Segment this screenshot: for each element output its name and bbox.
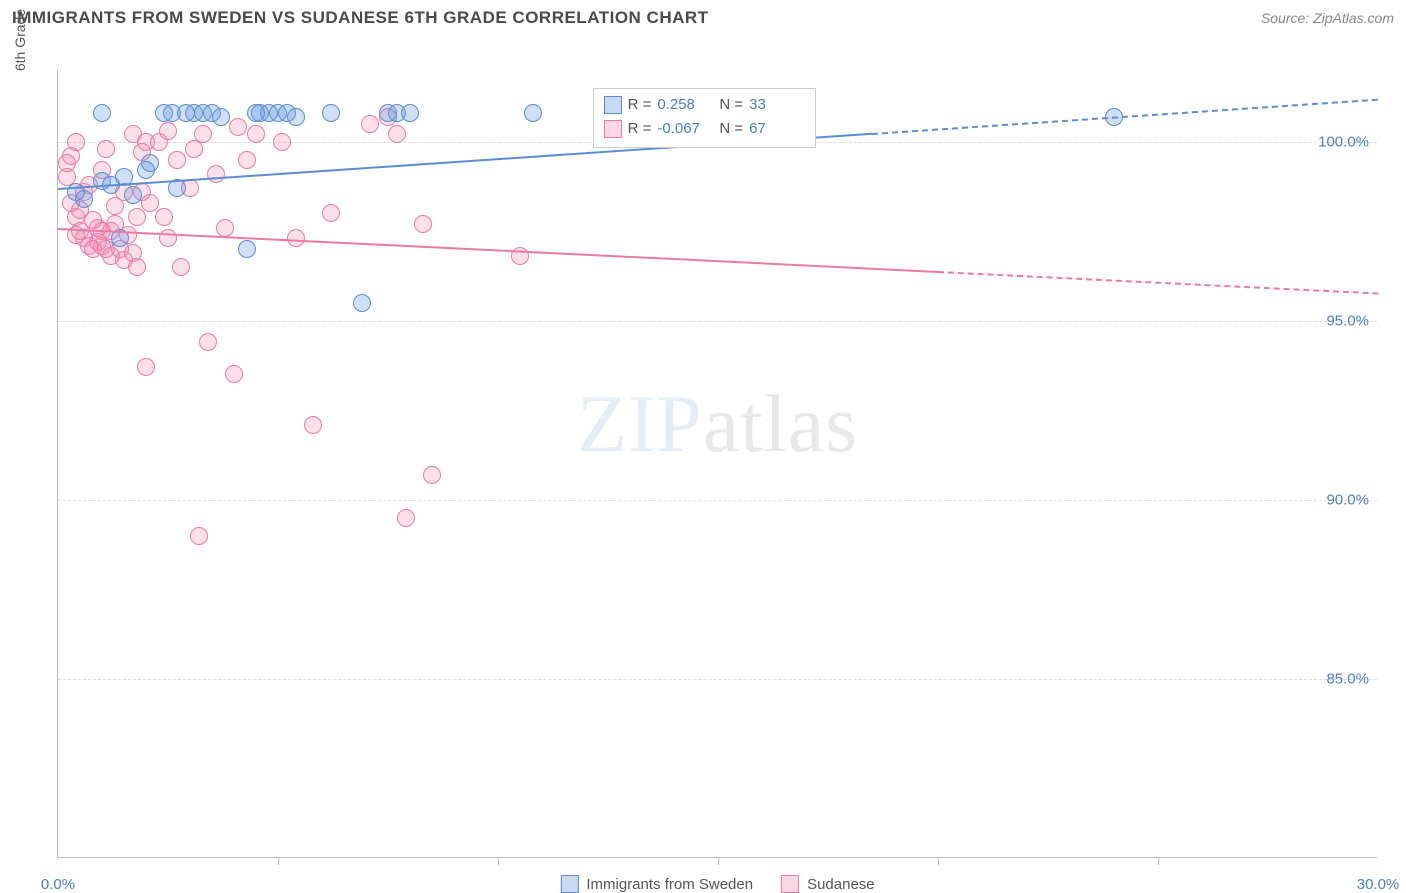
gridline-h bbox=[58, 679, 1377, 680]
data-point bbox=[524, 104, 542, 122]
x-minor-tick bbox=[1158, 857, 1159, 865]
data-point bbox=[207, 165, 225, 183]
legend-label-sweden: Immigrants from Sweden bbox=[586, 876, 753, 893]
r-label: R = bbox=[628, 117, 652, 141]
data-point bbox=[141, 154, 159, 172]
y-tick-label: 85.0% bbox=[1326, 670, 1369, 687]
y-tick-label: 90.0% bbox=[1326, 491, 1369, 508]
watermark: ZIPatlas bbox=[577, 377, 858, 471]
watermark-thin: atlas bbox=[703, 378, 858, 469]
gridline-h bbox=[58, 321, 1377, 322]
swatch-pink-icon bbox=[781, 875, 799, 893]
data-point bbox=[225, 365, 243, 383]
x-tick-label: 30.0% bbox=[1357, 876, 1400, 893]
bottom-legend: Immigrants from Sweden Sudanese bbox=[560, 875, 874, 893]
stats-row: R = -0.067 N = 67 bbox=[604, 117, 806, 141]
data-point bbox=[247, 125, 265, 143]
data-point bbox=[141, 194, 159, 212]
swatch-icon bbox=[604, 96, 622, 114]
n-value: 67 bbox=[749, 117, 805, 141]
r-value: -0.067 bbox=[657, 117, 713, 141]
x-minor-tick bbox=[718, 857, 719, 865]
data-point bbox=[229, 118, 247, 136]
legend-item-sudanese: Sudanese bbox=[781, 875, 875, 893]
x-minor-tick bbox=[498, 857, 499, 865]
data-point bbox=[155, 208, 173, 226]
n-value: 33 bbox=[749, 93, 805, 117]
y-axis-label: 6th Grade bbox=[12, 9, 28, 71]
data-point bbox=[199, 333, 217, 351]
data-point bbox=[238, 151, 256, 169]
data-point bbox=[414, 215, 432, 233]
data-point bbox=[397, 509, 415, 527]
data-point bbox=[322, 104, 340, 122]
r-label: R = bbox=[628, 93, 652, 117]
data-point bbox=[159, 229, 177, 247]
y-tick-label: 95.0% bbox=[1326, 312, 1369, 329]
swatch-icon bbox=[604, 120, 622, 138]
data-point bbox=[168, 151, 186, 169]
data-point bbox=[128, 208, 146, 226]
data-point bbox=[304, 416, 322, 434]
data-point bbox=[353, 294, 371, 312]
trend-line bbox=[872, 99, 1378, 135]
data-point bbox=[159, 122, 177, 140]
data-point bbox=[190, 527, 208, 545]
legend-item-sweden: Immigrants from Sweden bbox=[560, 875, 753, 893]
data-point bbox=[67, 133, 85, 151]
x-minor-tick bbox=[938, 857, 939, 865]
swatch-blue-icon bbox=[560, 875, 578, 893]
stats-row: R = 0.258 N = 33 bbox=[604, 93, 806, 117]
data-point bbox=[172, 258, 190, 276]
n-label: N = bbox=[719, 93, 743, 117]
source-attribution: Source: ZipAtlas.com bbox=[1261, 10, 1394, 26]
data-point bbox=[322, 204, 340, 222]
watermark-bold: ZIP bbox=[577, 378, 703, 469]
data-point bbox=[238, 240, 256, 258]
data-point bbox=[75, 190, 93, 208]
data-point bbox=[194, 125, 212, 143]
data-point bbox=[137, 358, 155, 376]
data-point bbox=[212, 108, 230, 126]
plot-area: ZIPatlas Immigrants from Sweden Sudanese… bbox=[57, 70, 1377, 858]
data-point bbox=[401, 104, 419, 122]
r-value: 0.258 bbox=[657, 93, 713, 117]
data-point bbox=[273, 133, 291, 151]
legend-label-sudanese: Sudanese bbox=[807, 876, 875, 893]
y-tick-label: 100.0% bbox=[1318, 133, 1369, 150]
data-point bbox=[124, 186, 142, 204]
data-point bbox=[361, 115, 379, 133]
x-minor-tick bbox=[278, 857, 279, 865]
n-label: N = bbox=[719, 117, 743, 141]
data-point bbox=[388, 125, 406, 143]
trend-line bbox=[938, 271, 1378, 294]
stats-legend: R = 0.258 N = 33 R = -0.067 N = 67 bbox=[593, 88, 817, 148]
chart-title: IMMIGRANTS FROM SWEDEN VS SUDANESE 6TH G… bbox=[12, 8, 709, 28]
data-point bbox=[216, 219, 234, 237]
data-point bbox=[97, 140, 115, 158]
gridline-h bbox=[58, 500, 1377, 501]
data-point bbox=[423, 466, 441, 484]
data-point bbox=[93, 104, 111, 122]
data-point bbox=[128, 258, 146, 276]
x-tick-label: 0.0% bbox=[41, 876, 75, 893]
data-point bbox=[287, 108, 305, 126]
